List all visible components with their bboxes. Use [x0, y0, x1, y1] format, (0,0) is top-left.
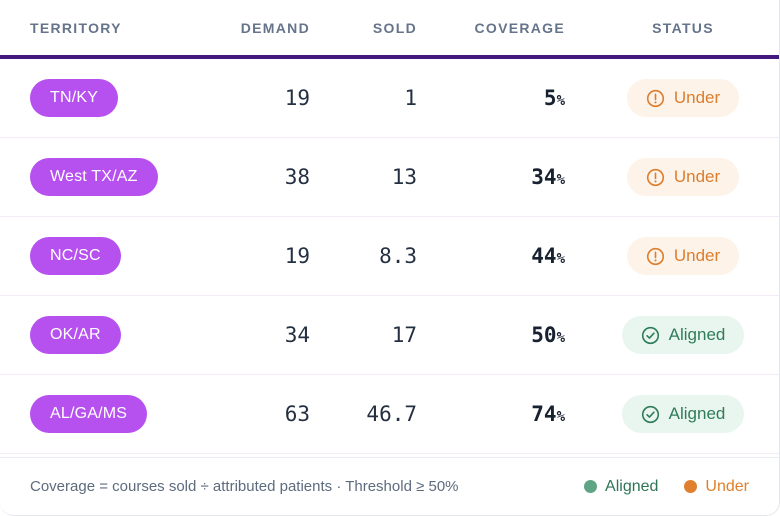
demand-cell: 19: [284, 244, 310, 268]
status-cell: Under: [565, 237, 779, 275]
coverage-value: 50: [531, 323, 557, 347]
check-circle-icon: [641, 326, 659, 344]
percent-sign: %: [556, 409, 565, 425]
table-row: AL/GA/MS 63 46.7 74% Aligned: [0, 375, 779, 454]
table-row: NC/SC 19 8.3 44% Under: [0, 217, 779, 296]
coverage-value: 44: [531, 244, 557, 268]
column-header-territory: Territory: [30, 19, 122, 36]
demand-cell: 38: [284, 165, 310, 189]
status-label: Aligned: [668, 404, 726, 423]
status-badge: Aligned: [621, 316, 745, 354]
sold-cell: 1: [404, 86, 417, 110]
demand-cell: 19: [284, 86, 310, 110]
coverage-cell: 34%: [417, 165, 565, 189]
status-cell: Aligned: [565, 395, 779, 433]
coverage-cell: 44%: [417, 244, 565, 268]
column-header-sold: Sold: [372, 19, 417, 36]
coverage-formula-note: Coverage = courses sold ÷ attributed pat…: [30, 478, 459, 495]
sold-cell: 13: [391, 165, 417, 189]
status-badge: Under: [626, 158, 740, 196]
percent-sign: %: [556, 330, 565, 346]
alert-circle-icon: [646, 89, 664, 107]
legend-label: Aligned: [605, 477, 659, 495]
territory-badge: TN/KY: [30, 79, 119, 117]
status-label: Under: [673, 246, 721, 265]
under-dot-icon: [684, 480, 698, 493]
demand-cell: 34: [284, 323, 310, 347]
column-header-status: Status: [652, 19, 714, 36]
demand-cell: 63: [284, 402, 310, 426]
status-label: Aligned: [668, 325, 726, 344]
sold-cell: 17: [391, 323, 417, 347]
territory-cell: NC/SC: [0, 237, 190, 275]
coverage-cell: 5%: [417, 86, 565, 110]
territory-badge: West TX/AZ: [30, 158, 158, 196]
status-cell: Under: [565, 158, 779, 196]
percent-sign: %: [556, 251, 565, 267]
sold-cell: 8.3: [379, 244, 417, 268]
territory-cell: West TX/AZ: [0, 158, 190, 196]
sold-cell: 46.7: [366, 402, 417, 426]
column-header-demand: Demand: [240, 19, 310, 36]
percent-sign: %: [556, 93, 565, 109]
legend-label: Under: [705, 477, 749, 495]
territory-cell: OK/AR: [0, 316, 190, 354]
legend-item-aligned: Aligned: [584, 478, 658, 496]
territory-cell: AL/GA/MS: [0, 395, 190, 433]
territory-badge: OK/AR: [30, 316, 121, 354]
percent-sign: %: [556, 172, 565, 188]
status-cell: Under: [565, 79, 779, 117]
status-label: Under: [673, 167, 721, 186]
legend-item-under: Under: [684, 478, 749, 496]
table-row: TN/KY 19 1 5% Under: [0, 59, 779, 138]
alert-circle-icon: [646, 247, 664, 265]
coverage-value: 5: [543, 86, 557, 110]
territory-badge: AL/GA/MS: [30, 395, 148, 433]
aligned-dot-icon: [584, 480, 598, 493]
alert-circle-icon: [646, 168, 664, 186]
table-row: West TX/AZ 38 13 34% Under: [0, 138, 779, 217]
check-circle-icon: [641, 405, 659, 423]
coverage-value: 74: [531, 402, 557, 426]
table-footer: Coverage = courses sold ÷ attributed pat…: [0, 457, 779, 515]
status-badge: Under: [626, 79, 740, 117]
status-badge: Aligned: [621, 395, 745, 433]
coverage-cell: 50%: [417, 323, 565, 347]
territory-badge: NC/SC: [30, 237, 121, 275]
territory-cell: TN/KY: [0, 79, 190, 117]
status-legend: Aligned Under: [584, 478, 749, 496]
status-label: Under: [673, 88, 721, 107]
coverage-value: 34: [531, 165, 557, 189]
table-row: OK/AR 34 17 50% Aligned: [0, 296, 779, 375]
status-cell: Aligned: [565, 316, 779, 354]
column-header-coverage: Coverage: [474, 19, 565, 36]
coverage-cell: 74%: [417, 402, 565, 426]
table-header-row: Territory Demand Sold Coverage Status: [0, 0, 779, 59]
status-badge: Under: [626, 237, 740, 275]
